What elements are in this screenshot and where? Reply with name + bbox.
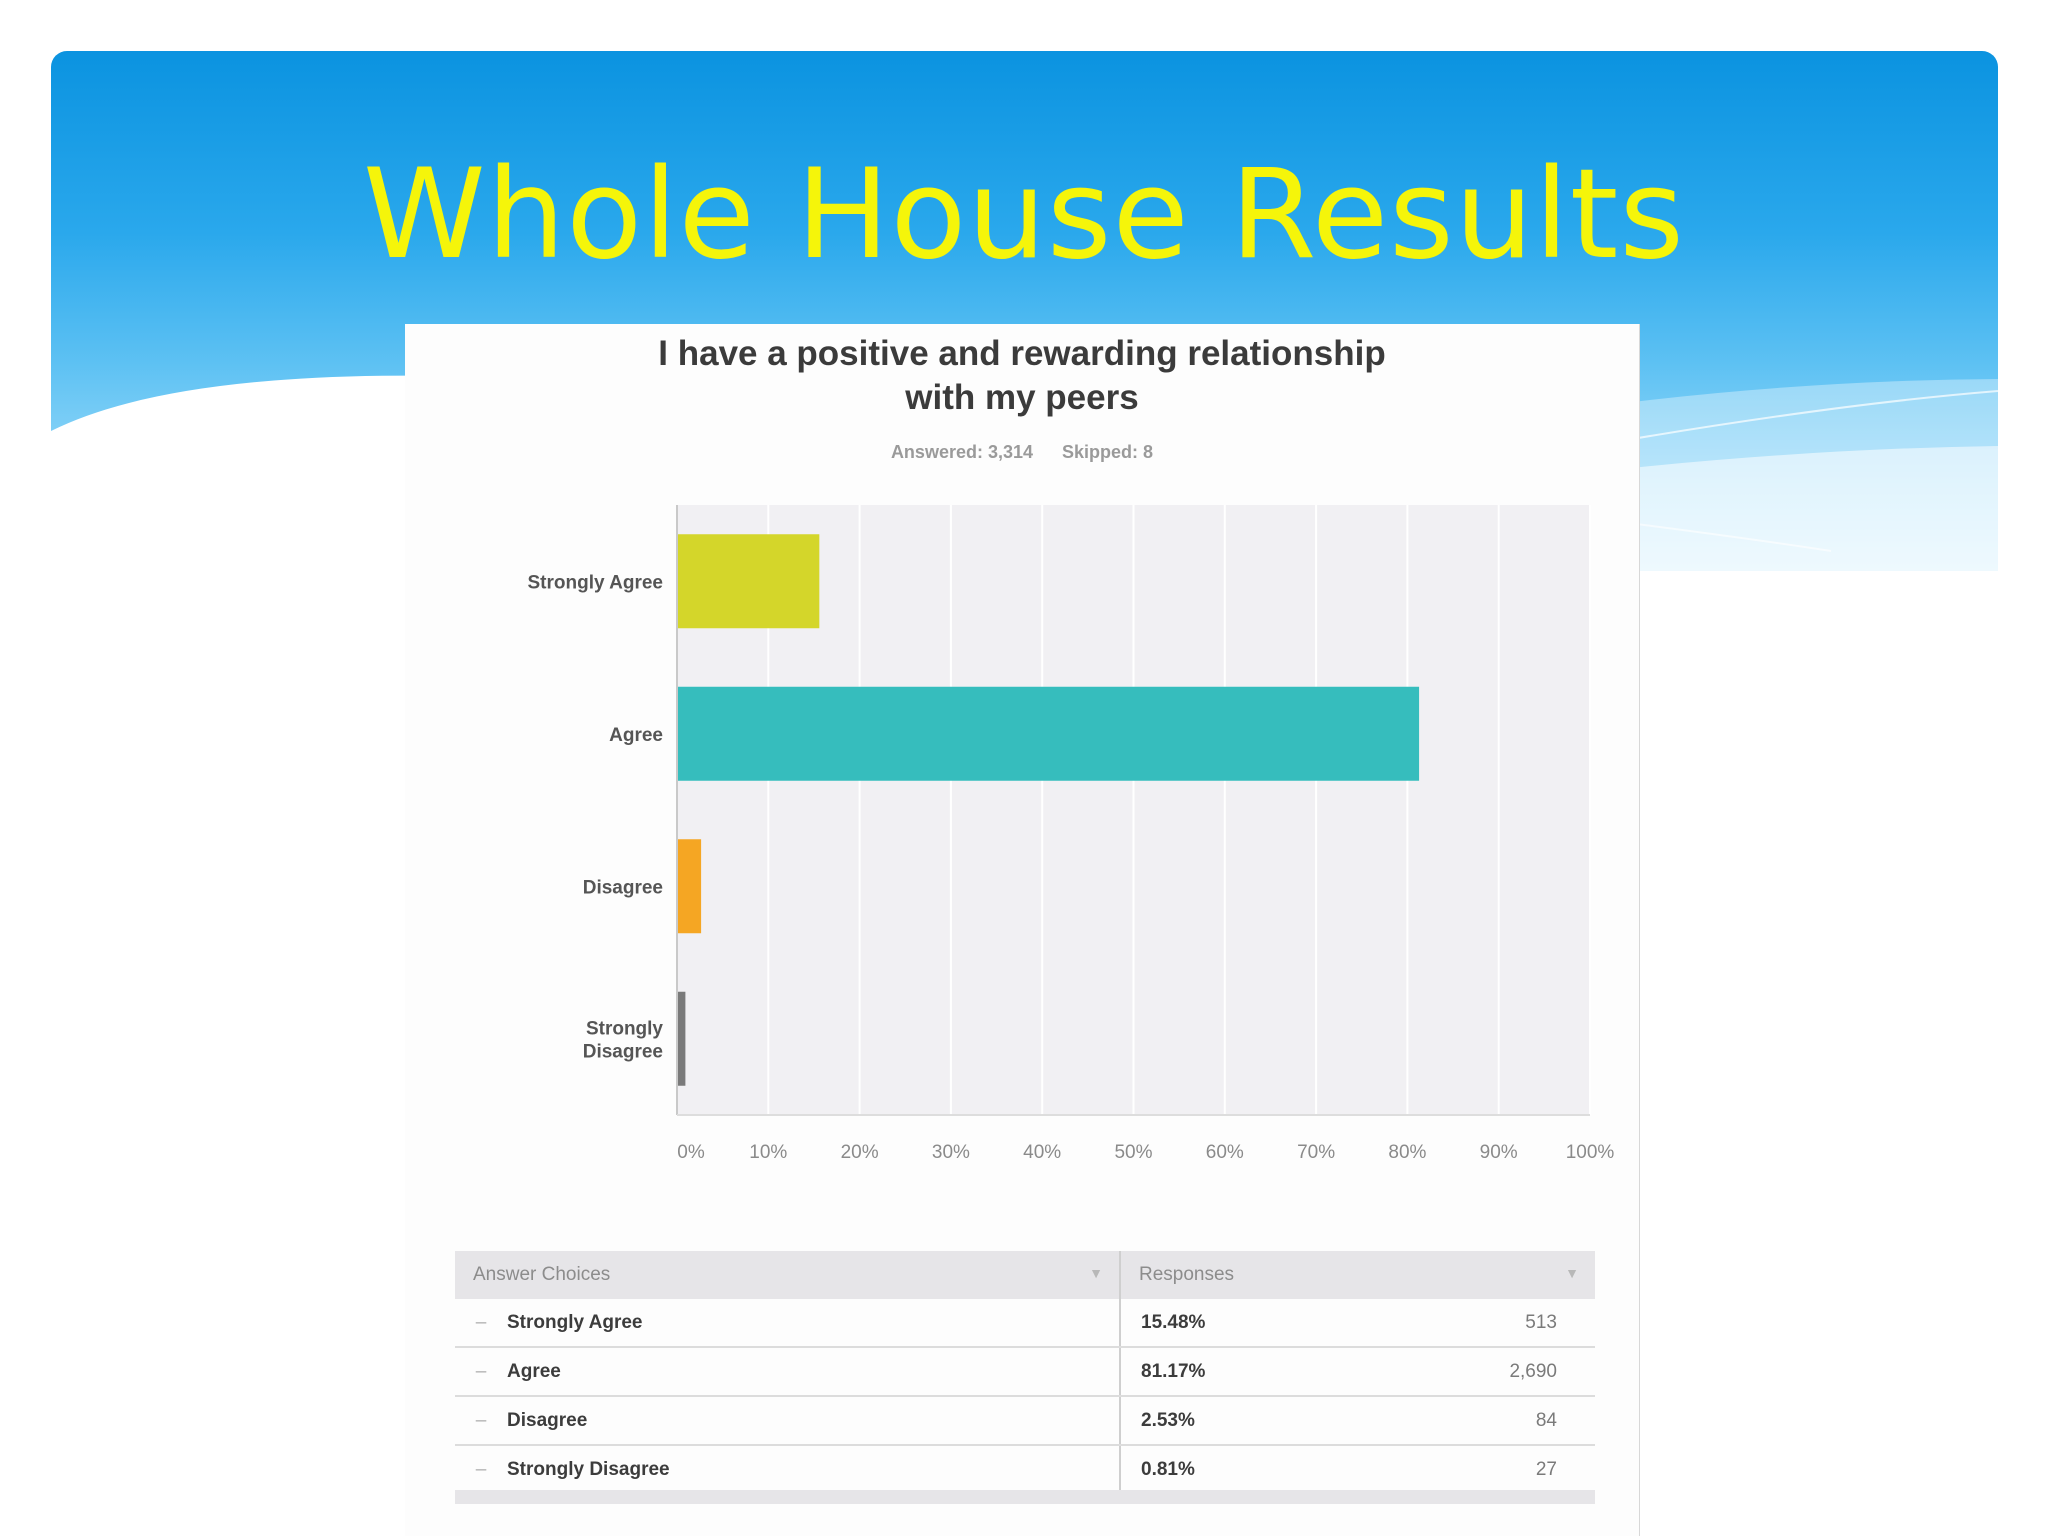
row-count: 513 xyxy=(1441,1299,1595,1348)
table-row: – Agree 81.17% 2,690 xyxy=(455,1347,1595,1397)
row-choice: Strongly Agree xyxy=(507,1311,643,1333)
row-count: 84 xyxy=(1441,1396,1595,1446)
x-tick-label: 20% xyxy=(841,1142,879,1163)
category-label: Strongly Agree xyxy=(528,572,664,593)
chart-title-line-1: I have a positive and rewarding relation… xyxy=(658,334,1386,373)
x-tick-label: 10% xyxy=(749,1142,787,1163)
row-percent: 0.81% xyxy=(1119,1445,1441,1495)
chart-title: I have a positive and rewarding relation… xyxy=(405,332,1639,420)
table-row: – Disagree 2.53% 84 xyxy=(455,1396,1595,1446)
chart-title-line-2: with my peers xyxy=(905,378,1139,417)
x-tick-label: 0% xyxy=(677,1142,705,1163)
table-row: – Strongly Disagree 0.81% 27 xyxy=(455,1445,1595,1495)
x-tick-label: 50% xyxy=(1114,1142,1152,1163)
expand-icon[interactable]: – xyxy=(475,1409,487,1431)
x-tick-label: 40% xyxy=(1023,1142,1061,1163)
header-responses[interactable]: Responses ▼ xyxy=(1119,1251,1595,1299)
expand-icon[interactable]: – xyxy=(475,1458,487,1480)
responses-table: Answer Choices ▼ Responses ▼ – Strongly Agr… xyxy=(455,1251,1595,1495)
x-tick-label: 90% xyxy=(1480,1142,1518,1163)
bar xyxy=(678,686,1420,781)
category-label: Disagree xyxy=(583,877,663,898)
bar xyxy=(678,839,702,934)
row-percent: 2.53% xyxy=(1119,1396,1441,1446)
category-label: Disagree xyxy=(583,1041,663,1062)
category-label: Strongly xyxy=(586,1018,663,1039)
x-tick-label: 80% xyxy=(1388,1142,1426,1163)
chart-response-summary: Answered: 3,314 Skipped: 8 xyxy=(405,442,1639,463)
row-percent: 81.17% xyxy=(1119,1347,1441,1397)
skipped-count: Skipped: 8 xyxy=(1062,442,1154,462)
table-header-row: Answer Choices ▼ Responses ▼ xyxy=(455,1251,1595,1299)
x-tick-label: 60% xyxy=(1206,1142,1244,1163)
table-footer xyxy=(455,1490,1595,1504)
row-percent: 15.48% xyxy=(1119,1299,1441,1348)
expand-icon[interactable]: – xyxy=(475,1311,487,1333)
survey-chart-panel: I have a positive and rewarding relation… xyxy=(405,324,1640,1536)
answered-count: Answered: 3,314 xyxy=(890,442,1034,462)
bar-chart: 0% 10% 20% 30% 40% 50% 60% 70% 80% 90% 100% Strongl… xyxy=(528,505,1615,1163)
row-choice: Agree xyxy=(507,1360,561,1382)
row-count: 2,690 xyxy=(1441,1347,1595,1397)
slide-title: Whole House Results xyxy=(363,143,1685,287)
row-count: 27 xyxy=(1441,1445,1595,1495)
x-tick-label: 100% xyxy=(1566,1142,1615,1163)
sort-caret-icon[interactable]: ▼ xyxy=(1089,1265,1103,1281)
bar xyxy=(678,991,686,1086)
header-answer-choices[interactable]: Answer Choices ▼ xyxy=(455,1251,1120,1299)
bar xyxy=(678,534,820,629)
expand-icon[interactable]: – xyxy=(475,1360,487,1382)
table-row: – Strongly Agree 15.48% 513 xyxy=(455,1299,1595,1348)
row-choice: Strongly Disagree xyxy=(507,1458,670,1480)
x-tick-label: 30% xyxy=(932,1142,970,1163)
row-choice: Disagree xyxy=(507,1409,588,1431)
category-label: Agree xyxy=(609,725,663,746)
sort-caret-icon[interactable]: ▼ xyxy=(1565,1265,1579,1281)
x-tick-label: 70% xyxy=(1297,1142,1335,1163)
